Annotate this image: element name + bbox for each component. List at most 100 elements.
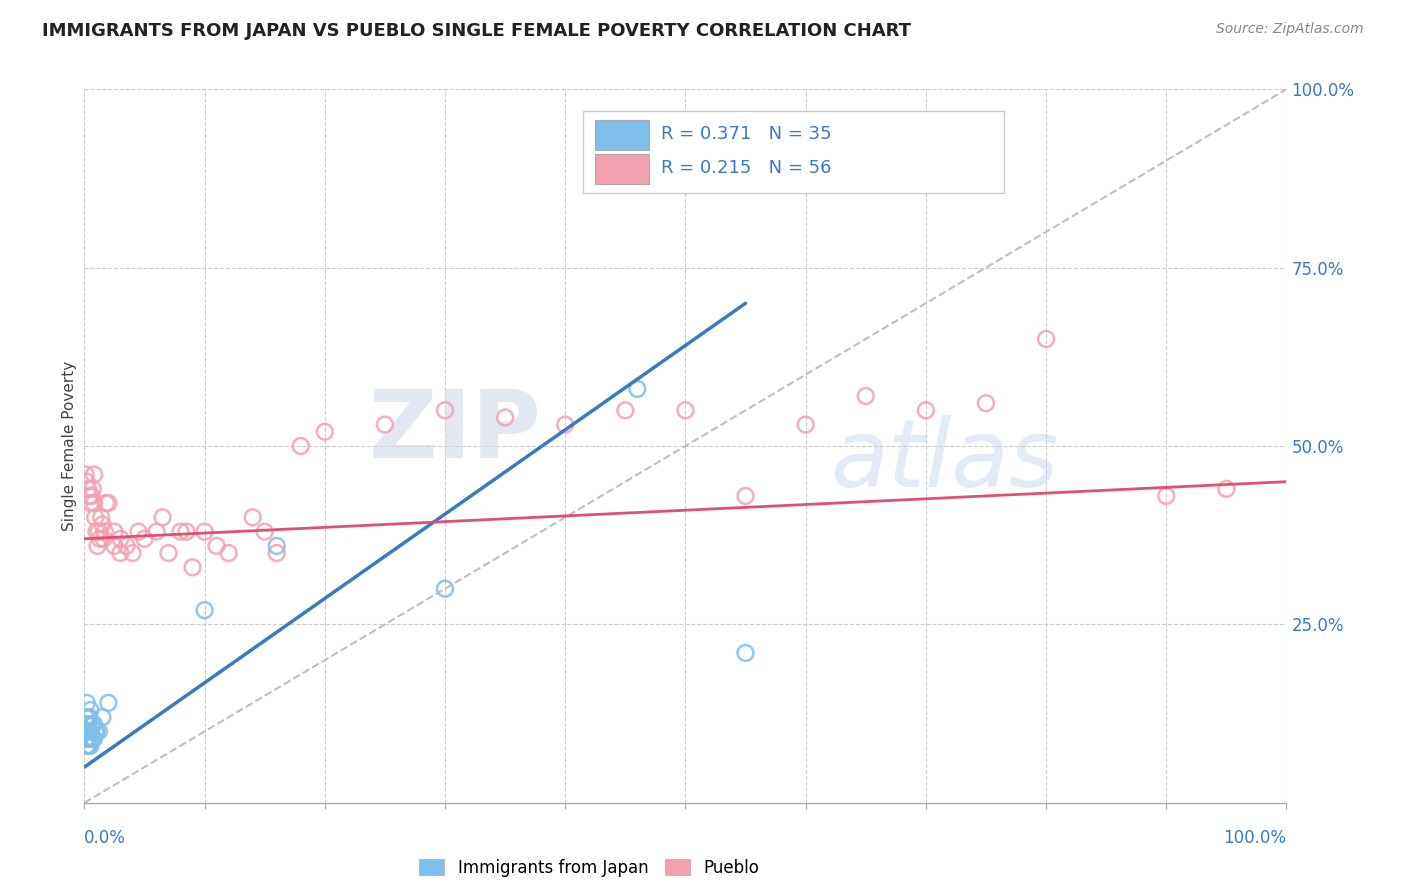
Point [75,710,97,724]
Point [134,532,156,546]
Y-axis label: Single Female Poverty: Single Female Poverty [62,361,77,531]
Point [75,467,97,482]
Point [266,539,288,553]
Point [794,417,817,432]
Point [83,731,105,746]
Point [77,482,100,496]
Point [89,532,111,546]
Point [194,524,217,539]
Point [76,475,98,489]
Point [93,532,115,546]
Point [127,524,149,539]
Point [79,703,101,717]
Point [734,646,756,660]
Point [86,524,108,539]
Point [76,717,98,731]
Point [110,546,132,560]
Point [675,403,697,417]
Point [94,496,117,510]
Point [169,524,191,539]
Point [77,724,100,739]
Point [91,517,114,532]
Point [79,496,101,510]
Point [83,496,105,510]
Point [110,532,132,546]
Point [194,603,217,617]
Point [86,724,108,739]
Bar [595,154,650,184]
Point [152,510,174,524]
Point [77,710,100,724]
Point [181,560,204,574]
Point [87,524,110,539]
Point [374,417,396,432]
Point [77,731,100,746]
Point [97,496,120,510]
Text: Source: ZipAtlas.com: Source: ZipAtlas.com [1216,22,1364,37]
Point [176,524,198,539]
Point [90,510,112,524]
Point [80,731,103,746]
Bar [595,120,650,150]
Text: 100.0%: 100.0% [1223,829,1286,847]
Point [80,489,103,503]
Point [115,539,138,553]
Point [1156,489,1178,503]
Point [103,539,125,553]
Point [103,524,125,539]
Point [77,739,100,753]
Point [79,731,101,746]
Point [83,717,105,731]
Point [242,510,264,524]
Point [145,524,167,539]
Text: atlas: atlas [830,415,1057,506]
Point [97,696,120,710]
Text: IMMIGRANTS FROM JAPAN VS PUEBLO SINGLE FEMALE POVERTY CORRELATION CHART: IMMIGRANTS FROM JAPAN VS PUEBLO SINGLE F… [42,22,911,40]
Point [87,724,110,739]
Point [205,539,228,553]
Point [554,417,576,432]
Point [314,425,336,439]
Point [82,482,104,496]
FancyBboxPatch shape [583,111,1004,193]
Point [75,731,97,746]
Point [82,717,104,731]
Point [290,439,312,453]
Point [76,696,98,710]
Point [94,524,117,539]
Point [157,546,180,560]
Point [80,717,103,731]
Point [614,403,637,417]
Point [494,410,516,425]
Point [79,739,101,753]
Point [77,489,100,503]
Point [626,382,648,396]
Point [84,510,107,524]
Point [84,724,107,739]
Point [76,731,98,746]
Point [83,467,105,482]
Legend: Immigrants from Japan, Pueblo: Immigrants from Japan, Pueblo [413,853,766,884]
Point [855,389,877,403]
Point [266,546,288,560]
Point [1035,332,1057,346]
Point [76,739,98,753]
Point [79,724,101,739]
Text: 0.0%: 0.0% [84,829,127,847]
Point [75,724,97,739]
Point [1215,482,1237,496]
Point [218,546,240,560]
Point [91,710,114,724]
Point [974,396,997,410]
Point [86,539,108,553]
Point [121,546,143,560]
Text: R = 0.371   N = 35: R = 0.371 N = 35 [661,125,832,143]
Point [77,724,100,739]
Point [734,489,756,503]
Point [77,739,100,753]
Point [434,582,457,596]
Point [253,524,276,539]
Point [434,403,457,417]
Point [76,724,98,739]
Text: R = 0.215   N = 56: R = 0.215 N = 56 [661,160,832,178]
